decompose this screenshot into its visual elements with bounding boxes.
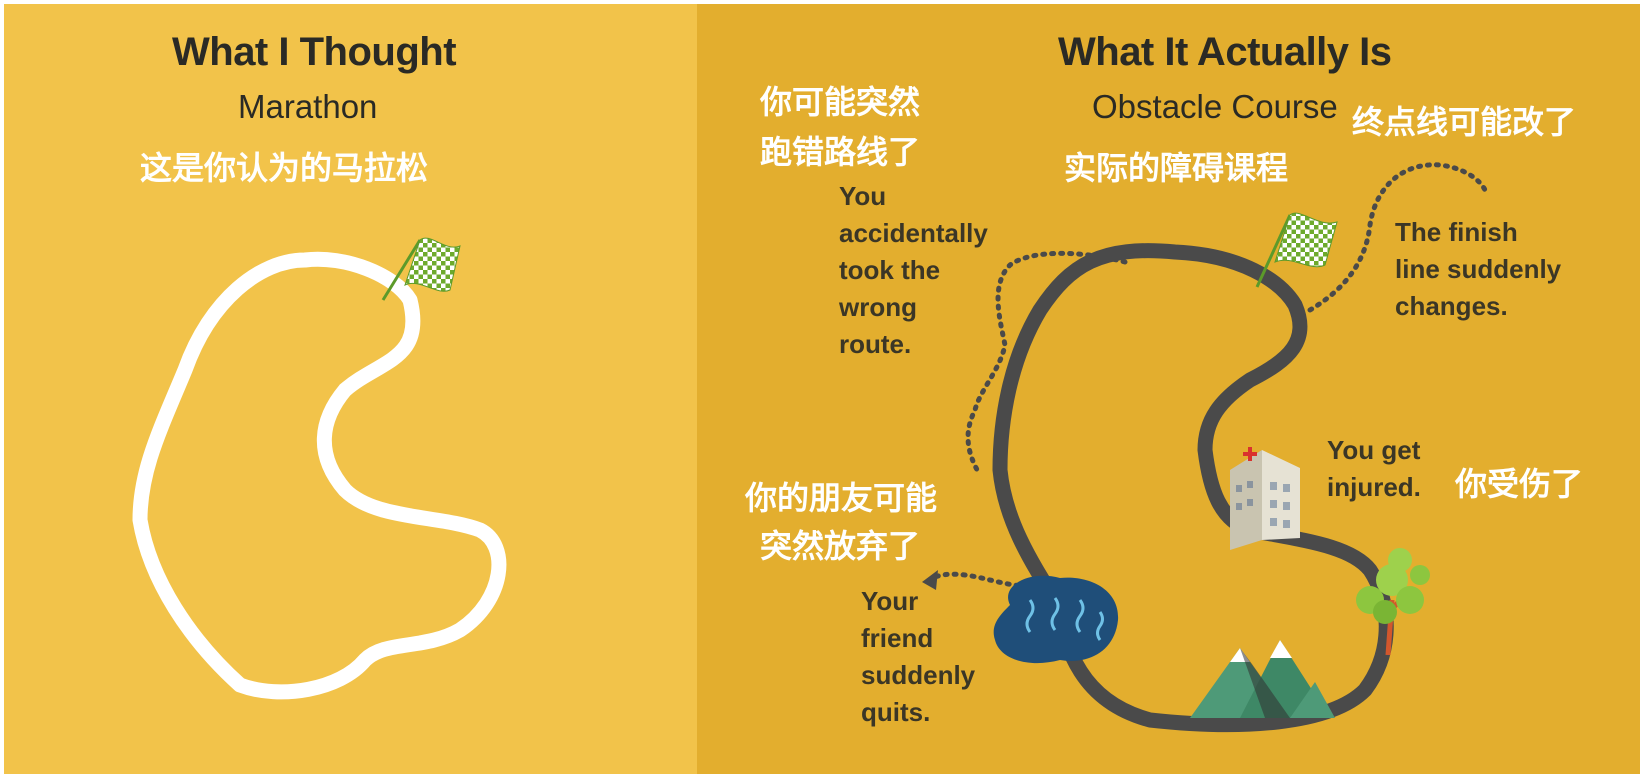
hospital-building-icon [1230, 447, 1300, 550]
note-line: route. [839, 329, 912, 359]
note-line: took the [839, 255, 941, 285]
note-line: The finish [1395, 217, 1518, 247]
right-subtitle: Obstacle Course [1092, 88, 1338, 125]
lake-icon [993, 575, 1119, 664]
note-line: friend [861, 623, 934, 653]
left-subtitle: Marathon [238, 88, 378, 125]
mountain-icon [1190, 640, 1335, 718]
obstacle-course-road [992, 243, 1394, 733]
tree-icon [1356, 548, 1430, 656]
wrong-route-note: You accidentally took the wrong route. [839, 178, 1019, 363]
finish-line-dotted-line [1307, 162, 1488, 313]
left-caption-cn: 这是你认为的马拉松 [140, 149, 429, 187]
note-line: Your [861, 586, 919, 616]
note-line: suddenly [861, 660, 976, 690]
note-line: line suddenly [1395, 254, 1562, 284]
wrong-route-cn-line1: 你可能突然 [760, 83, 921, 121]
left-title: What I Thought [172, 30, 457, 74]
note-line: injured. [1327, 472, 1421, 502]
finish-line-cn: 终点线可能改了 [1352, 103, 1577, 141]
right-title: What It Actually Is [1058, 30, 1392, 74]
note-line: changes. [1395, 291, 1508, 321]
friend-quits-cn-line1: 你的朋友可能 [745, 479, 938, 517]
marathon-track [132, 251, 507, 700]
note-line: quits. [861, 697, 931, 727]
friend-quits-dotted-line [929, 571, 1048, 589]
friend-quits-note: Your friend suddenly quits. [861, 583, 991, 731]
friend-quits-cn-line2: 突然放弃了 [760, 527, 921, 565]
checkered-flag-icon [1255, 212, 1338, 288]
wrong-route-dotted-line [965, 250, 1128, 478]
dotted-arrow-icon [922, 570, 938, 590]
injured-note: You get injured. [1327, 432, 1457, 506]
right-panel-obstacle-course [697, 4, 1640, 774]
finish-line-note: The finish line suddenly changes. [1395, 214, 1595, 325]
checkered-flag-icon [381, 237, 461, 301]
right-caption-cn: 实际的障碍课程 [1064, 149, 1289, 187]
injured-cn: 你受伤了 [1455, 465, 1584, 503]
note-line: wrong [839, 292, 917, 322]
note-line: You get [1327, 435, 1421, 465]
note-line: accidentally [839, 218, 988, 248]
wrong-route-cn-line2: 跑错路线了 [760, 133, 921, 171]
note-line: You [839, 181, 887, 211]
